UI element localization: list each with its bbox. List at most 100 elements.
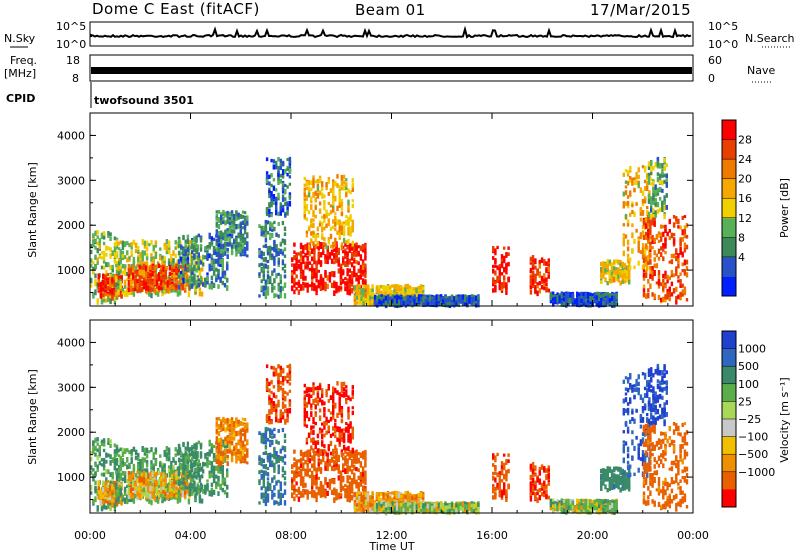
- echo-cell: [106, 277, 110, 281]
- echo-cell: [210, 267, 214, 271]
- echo-cell: [237, 232, 240, 239]
- echo-cell: [123, 471, 127, 476]
- echo-cell: [206, 257, 209, 261]
- echo-cell: [96, 260, 99, 265]
- cpid-label: CPID: [6, 92, 35, 105]
- echo-cell: [336, 219, 339, 225]
- echo-cell: [531, 270, 535, 276]
- echo-cell: [338, 204, 341, 208]
- echo-cell: [141, 469, 144, 473]
- echo-cell: [115, 251, 119, 256]
- echo-cell: [492, 256, 495, 260]
- echo-cell: [94, 289, 97, 296]
- echo-cell: [279, 206, 282, 212]
- echo-cell: [98, 254, 101, 258]
- echo-cell: [650, 213, 653, 219]
- echo-cell: [660, 236, 663, 242]
- echo-cell: [226, 241, 229, 247]
- echo-cell: [683, 248, 687, 253]
- echo-cell: [186, 253, 190, 258]
- echo-cell: [281, 197, 285, 202]
- echo-cell: [319, 260, 323, 265]
- echo-cell: [444, 298, 447, 305]
- echo-cell: [335, 284, 338, 290]
- echo-cell: [310, 180, 313, 186]
- echo-cell: [677, 253, 680, 259]
- echo-cell: [159, 454, 162, 458]
- echo-cell: [206, 245, 209, 249]
- echo-cell: [215, 274, 218, 281]
- echo-cell: [683, 225, 687, 230]
- echo-cell: [269, 246, 272, 253]
- echo-cell: [439, 294, 443, 298]
- echo-cell: [126, 257, 129, 263]
- echo-cell: [404, 300, 408, 306]
- echo-cell: [185, 271, 188, 276]
- echo-cell: [109, 444, 112, 448]
- echo-cell: [654, 210, 657, 215]
- echo-cell: [608, 278, 612, 283]
- echo-cell: [313, 283, 316, 288]
- echo-cell: [273, 278, 276, 284]
- echo-cell: [151, 284, 154, 288]
- echo-cell: [333, 282, 336, 288]
- echo-cell: [123, 462, 127, 467]
- echo-cell: [602, 300, 605, 307]
- echo-cell: [310, 223, 313, 228]
- echo-cell: [562, 301, 566, 307]
- echo-cell: [215, 242, 218, 247]
- echo-cell: [311, 256, 314, 262]
- y-tick-label: 1000: [57, 264, 85, 277]
- echo-cell: [279, 158, 282, 164]
- echo-cell: [130, 290, 133, 295]
- echo-cell: [221, 234, 224, 241]
- colorbar-tick-label: 28: [738, 134, 752, 147]
- echo-cell: [326, 251, 329, 256]
- echo-cell: [150, 460, 153, 465]
- echo-cell: [94, 446, 97, 450]
- echo-cell: [295, 274, 298, 279]
- echo-cell: [631, 203, 634, 207]
- echo-cell: [153, 265, 157, 271]
- echo-cell: [661, 188, 664, 193]
- echo-cell: [106, 498, 110, 503]
- echo-cell: [204, 283, 207, 288]
- echo-cell: [153, 280, 157, 286]
- echo-cell: [204, 277, 207, 284]
- echo-cell: [652, 208, 655, 213]
- echo-cell: [420, 300, 423, 305]
- echo-cell: [315, 260, 318, 267]
- echo-cell: [264, 257, 268, 263]
- echo-cell: [134, 279, 137, 284]
- echo-cell: [413, 298, 416, 305]
- colorbar-tick-label: 24: [738, 153, 752, 166]
- echo-cell: [538, 259, 541, 264]
- echo-cell: [679, 291, 682, 297]
- echo-cell: [206, 276, 209, 282]
- echo-cell: [269, 232, 272, 236]
- echo-cell: [120, 292, 123, 298]
- echo-cell: [346, 261, 349, 267]
- echo-cell: [109, 472, 112, 478]
- echo-cell: [243, 217, 247, 222]
- echo-cell: [494, 281, 497, 285]
- echo-cell: [597, 292, 601, 298]
- echo-cell: [281, 251, 285, 256]
- echo-cell: [364, 250, 367, 254]
- echo-cell: [119, 476, 122, 481]
- echo-cell: [304, 245, 307, 250]
- echo-cell: [202, 282, 205, 287]
- echo-cell: [348, 274, 351, 281]
- echo-cell: [265, 212, 269, 217]
- echo-cell: [492, 278, 495, 284]
- echo-cell: [344, 286, 347, 292]
- echo-cell: [139, 460, 142, 466]
- echo-cell: [277, 294, 280, 299]
- echo-cell: [140, 269, 144, 276]
- echo-cell: [210, 275, 214, 280]
- echo-cell: [529, 288, 533, 295]
- echo-cell: [498, 266, 501, 270]
- echo-cell: [129, 267, 133, 272]
- echo-cell: [498, 283, 501, 287]
